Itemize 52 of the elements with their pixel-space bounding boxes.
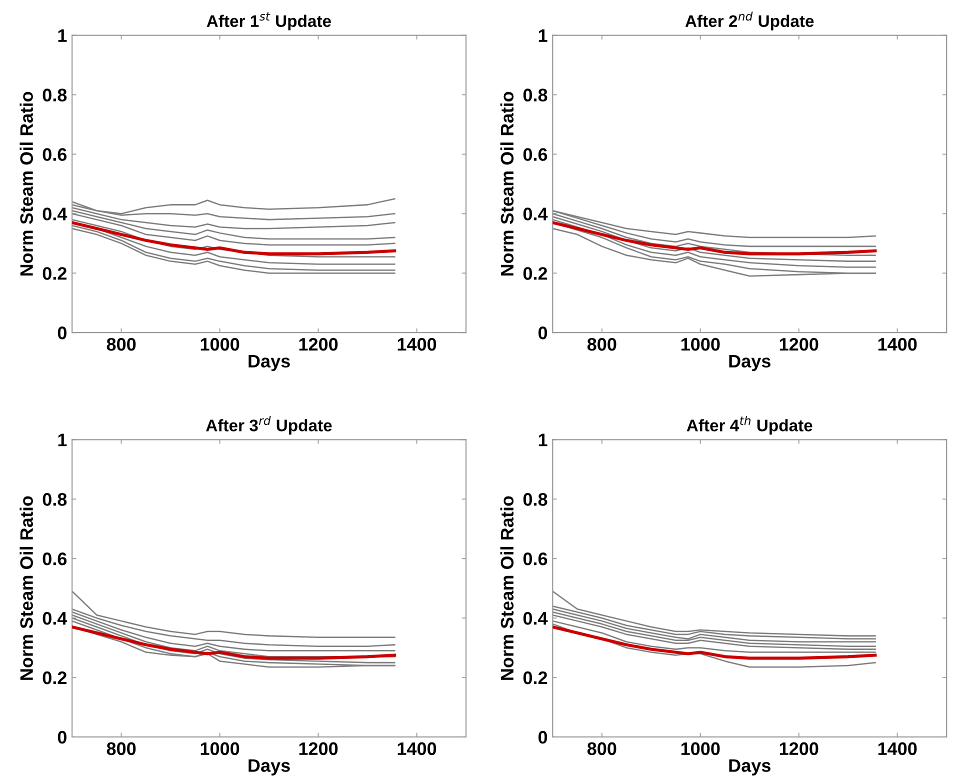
y-tick-label: 1 — [538, 29, 548, 42]
x-tick-label: 800 — [587, 742, 616, 756]
x-tick-label: 1200 — [780, 742, 818, 756]
y-tick-label: 0.8 — [523, 493, 548, 506]
chart-title: After 2$^{nd}$ Update — [685, 12, 814, 30]
chart-title: After 1$^{st}$ Update — [206, 12, 331, 30]
y-tick-label: 0 — [538, 730, 548, 744]
y-tick-label: 0.6 — [523, 148, 548, 161]
y-axis-title: Norm Steam Oil Ratio — [20, 92, 33, 276]
y-tick-label: 0.2 — [42, 267, 66, 280]
x-tick-label: 800 — [106, 338, 136, 351]
x-tick-label: 1200 — [299, 742, 338, 756]
y-tick-label: 0.2 — [523, 671, 548, 684]
x-tick-label: 1200 — [299, 338, 338, 351]
y-tick-label: 0.2 — [523, 267, 548, 280]
y-tick-label: 0.8 — [523, 88, 548, 102]
y-tick-label: 1 — [538, 434, 548, 446]
y-tick-label: 0 — [58, 326, 66, 340]
y-tick-label: 0.2 — [42, 671, 66, 684]
x-tick-label: 800 — [106, 742, 136, 756]
y-tick-label: 0.8 — [42, 88, 67, 102]
x-axis-title: Days — [729, 759, 770, 776]
y-tick-label: 0.4 — [42, 612, 68, 625]
x-tick-label: 1400 — [398, 742, 436, 756]
x-tick-label: 800 — [587, 338, 616, 351]
y-tick-label: 0.4 — [523, 208, 548, 220]
x-tick-label: 1400 — [878, 338, 917, 351]
x-tick-label: 1400 — [878, 742, 917, 756]
x-tick-label: 1400 — [398, 338, 436, 351]
y-tick-label: 0.6 — [523, 552, 548, 566]
y-tick-label: 0.6 — [42, 552, 67, 566]
y-tick-label: 1 — [58, 434, 67, 446]
chart-title: After 4$^{th}$ Update — [686, 416, 812, 435]
y-axis-title: Norm Steam Oil Ratio — [500, 92, 514, 276]
x-tick-label: 1000 — [681, 742, 720, 756]
y-axis-title: Norm Steam Oil Ratio — [20, 496, 33, 680]
x-tick-label: 1200 — [780, 338, 818, 351]
y-tick-label: 0.6 — [42, 148, 67, 161]
y-tick-label: 1 — [58, 29, 67, 42]
x-axis-title: Days — [248, 354, 290, 372]
y-tick-label: 0 — [58, 730, 66, 744]
chart-title: After 3$^{rd}$ Update — [206, 416, 332, 435]
y-tick-label: 0.4 — [523, 612, 548, 625]
y-tick-label: 0 — [538, 326, 548, 340]
x-tick-label: 1000 — [200, 742, 240, 756]
y-tick-label: 0.4 — [42, 208, 68, 220]
x-tick-label: 1000 — [681, 338, 720, 351]
y-axis-title: Norm Steam Oil Ratio — [500, 496, 514, 680]
x-axis-title: Days — [248, 759, 290, 776]
x-tick-label: 1000 — [200, 338, 240, 351]
y-tick-label: 0.8 — [42, 493, 67, 506]
x-axis-title: Days — [729, 354, 770, 372]
